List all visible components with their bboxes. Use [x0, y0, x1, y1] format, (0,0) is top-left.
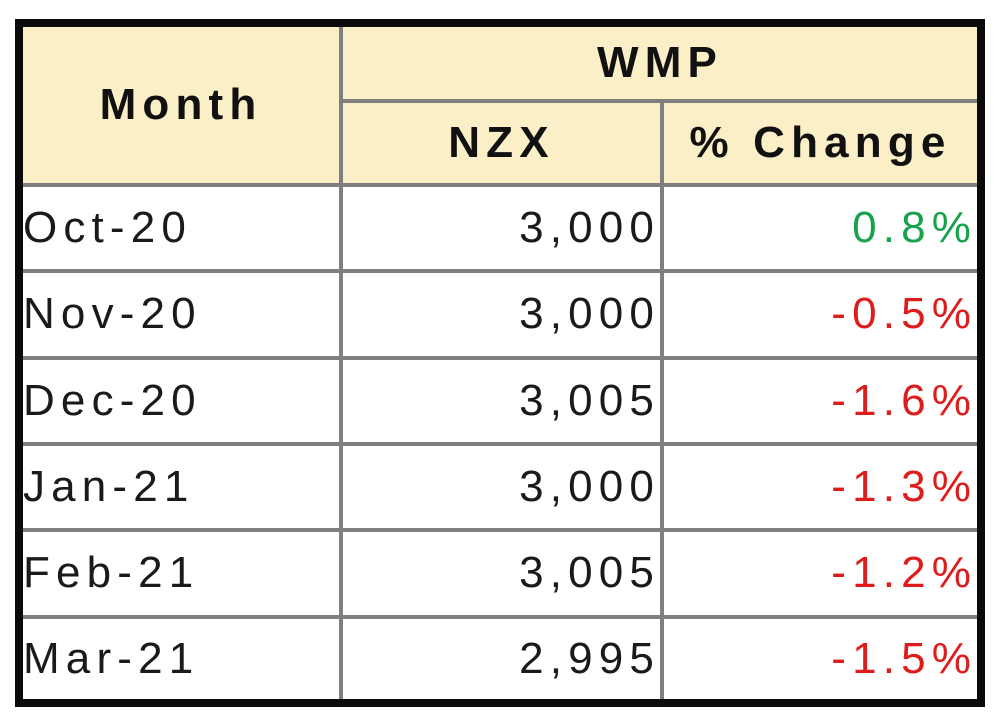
nzx-value-cell: 3,000	[339, 441, 664, 533]
pct-change-cell: -1.3%	[659, 441, 984, 533]
month-column-header: Month	[17, 21, 343, 187]
nzx-value-cell: 2,995	[339, 614, 664, 706]
table-header: Month WMP NZX % Change	[17, 21, 984, 187]
table-row: Mar-21 2,995 -1.5%	[17, 614, 984, 706]
month-cell: Feb-21	[17, 528, 343, 619]
pct-change-cell: -1.6%	[659, 355, 984, 446]
month-cell: Mar-21	[17, 614, 343, 706]
table-row: Dec-20 3,005 -1.6%	[17, 355, 984, 446]
table-row: Oct-20 3,000 0.8%	[17, 182, 984, 274]
table-row: Nov-20 3,000 -0.5%	[17, 269, 984, 360]
table-row: Jan-21 3,000 -1.3%	[17, 441, 984, 533]
nzx-column-header: NZX	[339, 99, 664, 187]
pct-change-cell: -1.5%	[659, 614, 984, 706]
month-cell: Jan-21	[17, 441, 343, 533]
nzx-value-cell: 3,005	[339, 528, 664, 619]
pct-change-cell: -1.2%	[659, 528, 984, 619]
nzx-value-cell: 3,000	[339, 182, 664, 274]
month-cell: Dec-20	[17, 355, 343, 446]
wmp-price-table: Month WMP NZX % Change Oct-20 3,000 0.8%…	[15, 19, 986, 707]
month-cell: Oct-20	[17, 182, 343, 274]
table-row: Feb-21 3,005 -1.2%	[17, 528, 984, 619]
wmp-group-header: WMP	[338, 21, 984, 103]
pct-change-cell: -0.5%	[659, 269, 984, 360]
wmp-table-container: Month WMP NZX % Change Oct-20 3,000 0.8%…	[15, 19, 986, 707]
pct-change-column-header: % Change	[659, 99, 984, 187]
nzx-value-cell: 3,000	[339, 269, 664, 360]
pct-change-cell: 0.8%	[659, 182, 984, 274]
nzx-value-cell: 3,005	[339, 355, 664, 446]
table-body: Oct-20 3,000 0.8% Nov-20 3,000 -0.5% Dec…	[17, 182, 984, 706]
month-cell: Nov-20	[17, 269, 343, 360]
